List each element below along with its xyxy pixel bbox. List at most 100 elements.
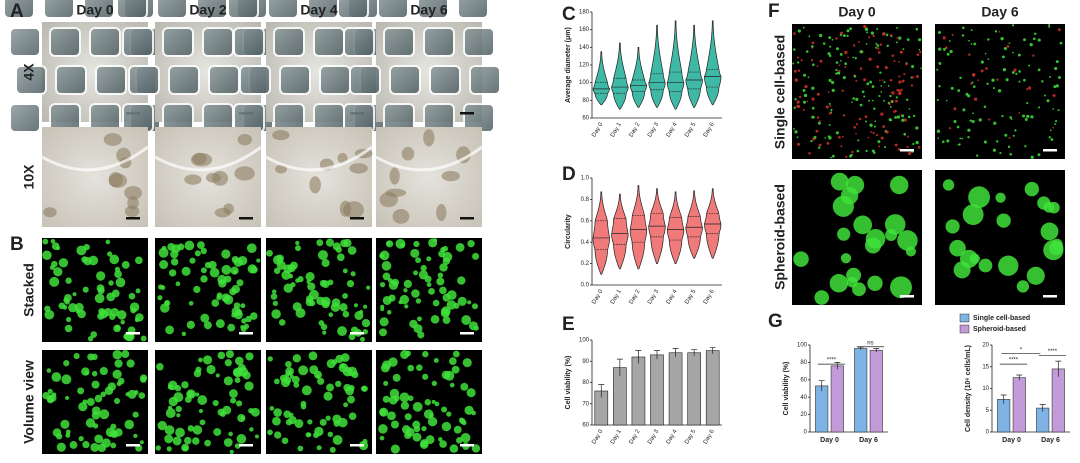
cell (431, 399, 436, 404)
x-tick-label: Day 6 (1041, 437, 1060, 444)
cell (321, 300, 330, 309)
violin (666, 191, 685, 264)
cell (1048, 25, 1051, 28)
cell (456, 146, 471, 164)
cell (404, 413, 412, 421)
cell (885, 229, 898, 242)
cell (47, 388, 53, 395)
cell (875, 46, 878, 49)
cell (1010, 118, 1013, 120)
well (10, 104, 40, 132)
scaffold (265, 145, 373, 172)
cell (875, 42, 878, 45)
cell (229, 389, 238, 398)
cell (235, 400, 243, 407)
cell (56, 442, 66, 452)
cell (962, 26, 965, 30)
cell (379, 282, 386, 288)
cell (840, 145, 843, 148)
cell (891, 91, 895, 95)
cell (462, 358, 472, 368)
scale-bar (239, 332, 253, 335)
cell (794, 78, 798, 82)
cell (156, 362, 164, 371)
cell (835, 47, 839, 51)
cell (442, 257, 451, 265)
cell (130, 307, 137, 314)
cell (883, 145, 887, 149)
cell (903, 73, 906, 76)
micrograph (155, 350, 261, 454)
cell (889, 175, 909, 195)
cell (471, 410, 476, 416)
cell (225, 350, 234, 359)
cell (271, 309, 281, 319)
y-axis-label: Cell density (10⁶ cells/mL) (965, 345, 972, 432)
cell (857, 139, 860, 142)
cell (231, 285, 241, 294)
cell (301, 385, 312, 396)
cell (980, 69, 984, 73)
cell (1059, 41, 1063, 45)
cell (937, 30, 941, 34)
cell (1004, 133, 1008, 137)
well (378, 0, 408, 18)
scale-bar (126, 332, 140, 335)
cell (436, 277, 445, 286)
cell (993, 87, 996, 90)
cell (895, 96, 898, 99)
cell (110, 423, 117, 430)
cell (317, 377, 325, 385)
micrograph (792, 24, 922, 159)
panel-letter: F (768, 1, 780, 22)
cell (103, 133, 122, 146)
cell (291, 375, 300, 384)
scale-bar (460, 217, 474, 220)
cell (867, 275, 883, 291)
cell (192, 425, 203, 435)
cell (273, 267, 281, 275)
cell (96, 271, 106, 281)
cell (819, 59, 823, 63)
error-bar (1016, 374, 1023, 381)
cell (1054, 123, 1057, 126)
cell (240, 303, 246, 309)
cell (885, 130, 889, 134)
cell (464, 405, 474, 415)
y-tick-label: 0.8 (581, 197, 590, 203)
cell (996, 213, 1011, 228)
cell (416, 316, 422, 322)
cell (867, 36, 871, 39)
micrograph (266, 238, 372, 342)
cell (901, 79, 905, 83)
cell (917, 146, 921, 149)
cell (859, 103, 863, 107)
cell (793, 251, 809, 267)
x-tick-label: Day 5 (684, 288, 697, 305)
cell (175, 405, 182, 413)
cell (460, 382, 469, 391)
cell (115, 277, 126, 288)
column-label: Day 2 (189, 2, 227, 18)
cell (983, 105, 987, 109)
cell (91, 353, 98, 361)
cell (343, 383, 352, 392)
cell (283, 410, 291, 418)
x-tick-label: Day 5 (684, 121, 697, 138)
scale-bar (239, 444, 253, 447)
cell (872, 131, 875, 135)
cell (120, 319, 125, 325)
cell (298, 365, 309, 376)
cell (802, 89, 806, 92)
cell (113, 397, 121, 405)
scale-bar (126, 217, 140, 220)
cell (1011, 24, 1015, 27)
cell (1008, 42, 1011, 45)
cell (234, 377, 241, 384)
cell (164, 434, 174, 444)
cell (165, 408, 176, 419)
cell (235, 356, 244, 366)
cell (316, 374, 321, 379)
cell (433, 238, 438, 243)
cell (864, 115, 868, 119)
